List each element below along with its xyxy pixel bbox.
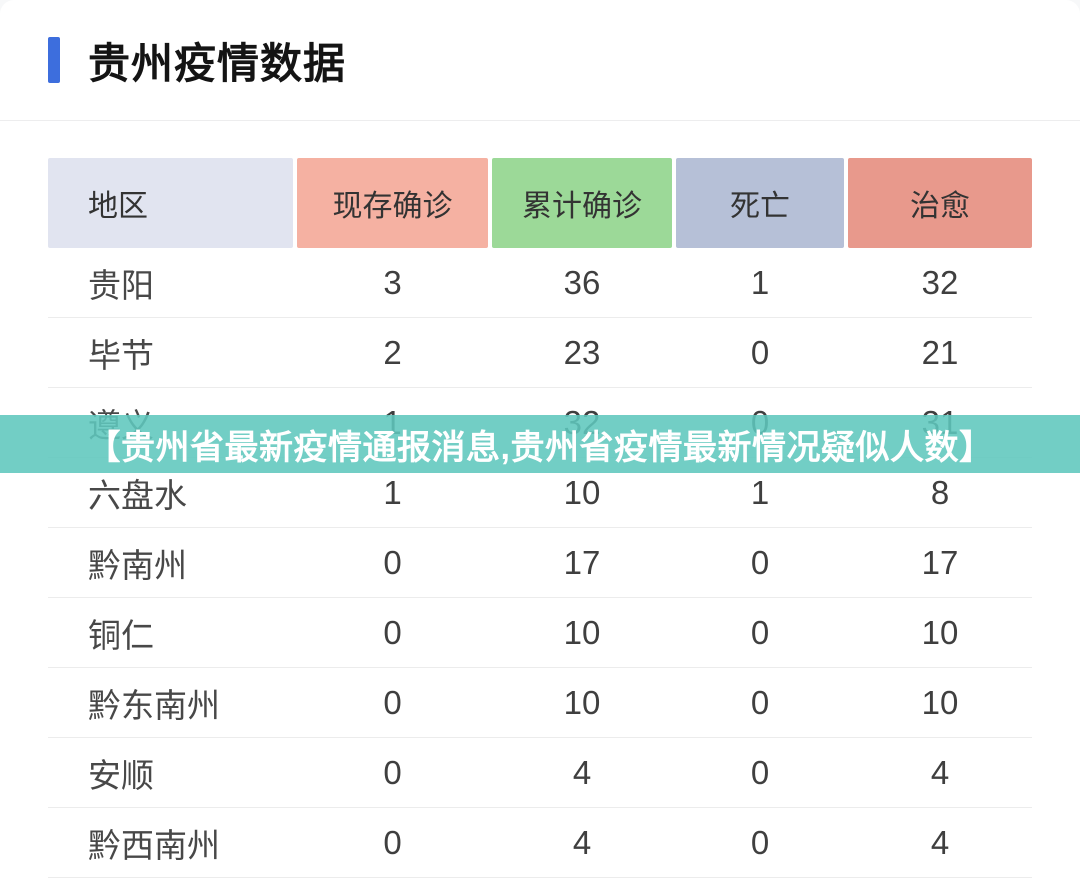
table-row: 毕节 2 23 0 21 xyxy=(48,318,1032,388)
region-cell: 六盘水 xyxy=(88,476,187,514)
value-cell: 0 xyxy=(383,753,402,791)
value-cell: 10 xyxy=(921,613,959,651)
epidemic-table: 地区 现存确诊 累计确诊 死亡 治愈 贵阳 3 36 1 32 毕节 2 23 … xyxy=(48,158,1032,878)
table-row: 六盘水 1 10 1 8 xyxy=(48,458,1032,528)
value-cell: 4 xyxy=(930,753,950,791)
value-cell: 10 xyxy=(921,683,959,721)
value-cell: 1 xyxy=(750,263,770,301)
value-cell: 4 xyxy=(930,823,950,861)
value-cell: 0 xyxy=(383,683,402,721)
region-cell: 毕节 xyxy=(88,336,154,374)
value-cell: 0 xyxy=(383,613,402,651)
table-header-row: 地区 现存确诊 累计确诊 死亡 治愈 xyxy=(48,158,1032,248)
page-title: 贵州疫情数据 xyxy=(88,39,347,87)
table-row: 黔西南州 0 4 0 4 xyxy=(48,808,1032,878)
column-header-cured: 治愈 xyxy=(848,158,1032,248)
table-row: 黔东南州 0 10 0 10 xyxy=(48,668,1032,738)
title-accent-bar xyxy=(48,37,60,83)
value-cell: 0 xyxy=(750,823,770,861)
value-cell: 3 xyxy=(383,263,402,301)
value-cell: 0 xyxy=(750,543,770,581)
headline-overlay-text: 【贵州省最新疫情通报消息,贵州省疫情最新情况疑似人数】 xyxy=(86,428,994,467)
value-cell: 0 xyxy=(750,333,770,371)
value-cell: 0 xyxy=(750,753,770,791)
value-cell: 4 xyxy=(572,753,592,791)
column-header-deaths: 死亡 xyxy=(676,158,844,248)
value-cell: 0 xyxy=(750,683,770,721)
region-cell: 黔东南州 xyxy=(88,686,220,724)
headline-overlay-banner[interactable]: 【贵州省最新疫情通报消息,贵州省疫情最新情况疑似人数】 xyxy=(0,415,1080,473)
value-cell: 23 xyxy=(563,333,601,371)
value-cell: 17 xyxy=(921,543,959,581)
region-cell: 贵阳 xyxy=(88,266,154,304)
column-header-region: 地区 xyxy=(48,158,293,248)
value-cell: 0 xyxy=(750,613,770,651)
value-cell: 1 xyxy=(383,473,402,511)
region-cell: 铜仁 xyxy=(88,616,154,654)
region-cell: 黔西南州 xyxy=(88,826,220,864)
table-row: 黔南州 0 17 0 17 xyxy=(48,528,1032,598)
value-cell: 2 xyxy=(383,333,402,371)
value-cell: 32 xyxy=(921,263,959,301)
value-cell: 10 xyxy=(563,683,601,721)
value-cell: 0 xyxy=(383,823,402,861)
value-cell: 17 xyxy=(563,543,601,581)
value-cell: 8 xyxy=(930,473,950,511)
value-cell: 1 xyxy=(750,473,770,511)
title-section: 贵州疫情数据 xyxy=(0,0,1080,121)
value-cell: 4 xyxy=(572,823,592,861)
value-cell: 10 xyxy=(563,613,601,651)
value-cell: 10 xyxy=(563,473,601,511)
value-cell: 0 xyxy=(383,543,402,581)
column-header-current-confirmed: 现存确诊 xyxy=(297,158,488,248)
column-header-cumulative-confirmed: 累计确诊 xyxy=(492,158,672,248)
table-row: 铜仁 0 10 0 10 xyxy=(48,598,1032,668)
value-cell: 21 xyxy=(921,333,959,371)
table-row: 安顺 0 4 0 4 xyxy=(48,738,1032,808)
region-cell: 黔南州 xyxy=(88,546,187,584)
value-cell: 36 xyxy=(563,263,601,301)
table-row: 贵阳 3 36 1 32 xyxy=(48,248,1032,318)
region-cell: 安顺 xyxy=(88,756,154,794)
